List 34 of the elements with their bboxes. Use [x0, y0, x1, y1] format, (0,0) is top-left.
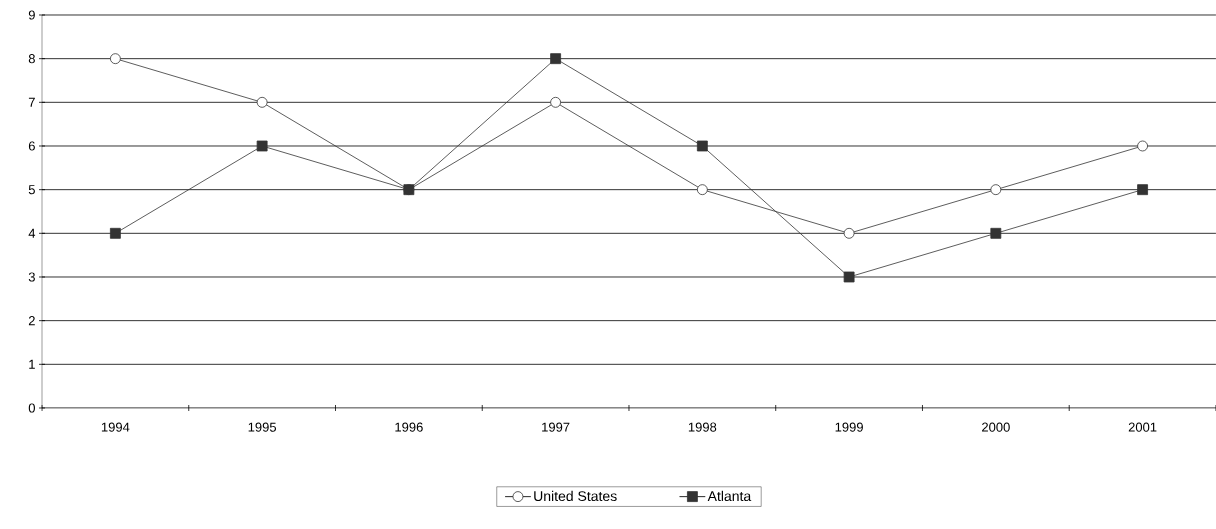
y-tick-label: 1 — [29, 359, 35, 369]
point — [696, 140, 708, 152]
y-tick-label: 6 — [28, 141, 35, 151]
point — [550, 53, 562, 65]
x-tick-label: 1996 — [395, 422, 423, 432]
point — [843, 227, 855, 239]
x-tick-label: 1997 — [542, 422, 570, 432]
y-tick-label: 8 — [28, 54, 35, 64]
point — [109, 227, 121, 239]
point — [1137, 140, 1148, 152]
x-tick-label: 1995 — [248, 422, 277, 432]
legend-label: United States — [534, 490, 617, 502]
x-tick-label: 1994 — [101, 422, 130, 432]
point — [1137, 184, 1148, 196]
point — [843, 271, 855, 283]
y-tick-label: 2 — [28, 316, 35, 326]
x-tick-label: 2001 — [1128, 422, 1157, 432]
point — [990, 184, 1002, 196]
point — [550, 96, 562, 108]
x-tick-label: 1998 — [688, 422, 717, 432]
y-tick-label: 7 — [28, 97, 35, 107]
x-tick-label: 2000 — [982, 422, 1010, 432]
y-tick-label: 5 — [28, 185, 35, 195]
point — [109, 53, 121, 65]
point — [990, 227, 1002, 239]
point — [256, 140, 268, 152]
y-tick-label: 3 — [28, 272, 35, 282]
point — [696, 184, 708, 196]
x-tick-label: 1999 — [835, 422, 863, 432]
y-tick-label: 4 — [28, 228, 36, 238]
y-tick-label: 9 — [28, 10, 35, 20]
legend-label: Atlanta — [707, 490, 752, 502]
y-tick-label: 0 — [28, 403, 35, 413]
point — [256, 96, 268, 108]
